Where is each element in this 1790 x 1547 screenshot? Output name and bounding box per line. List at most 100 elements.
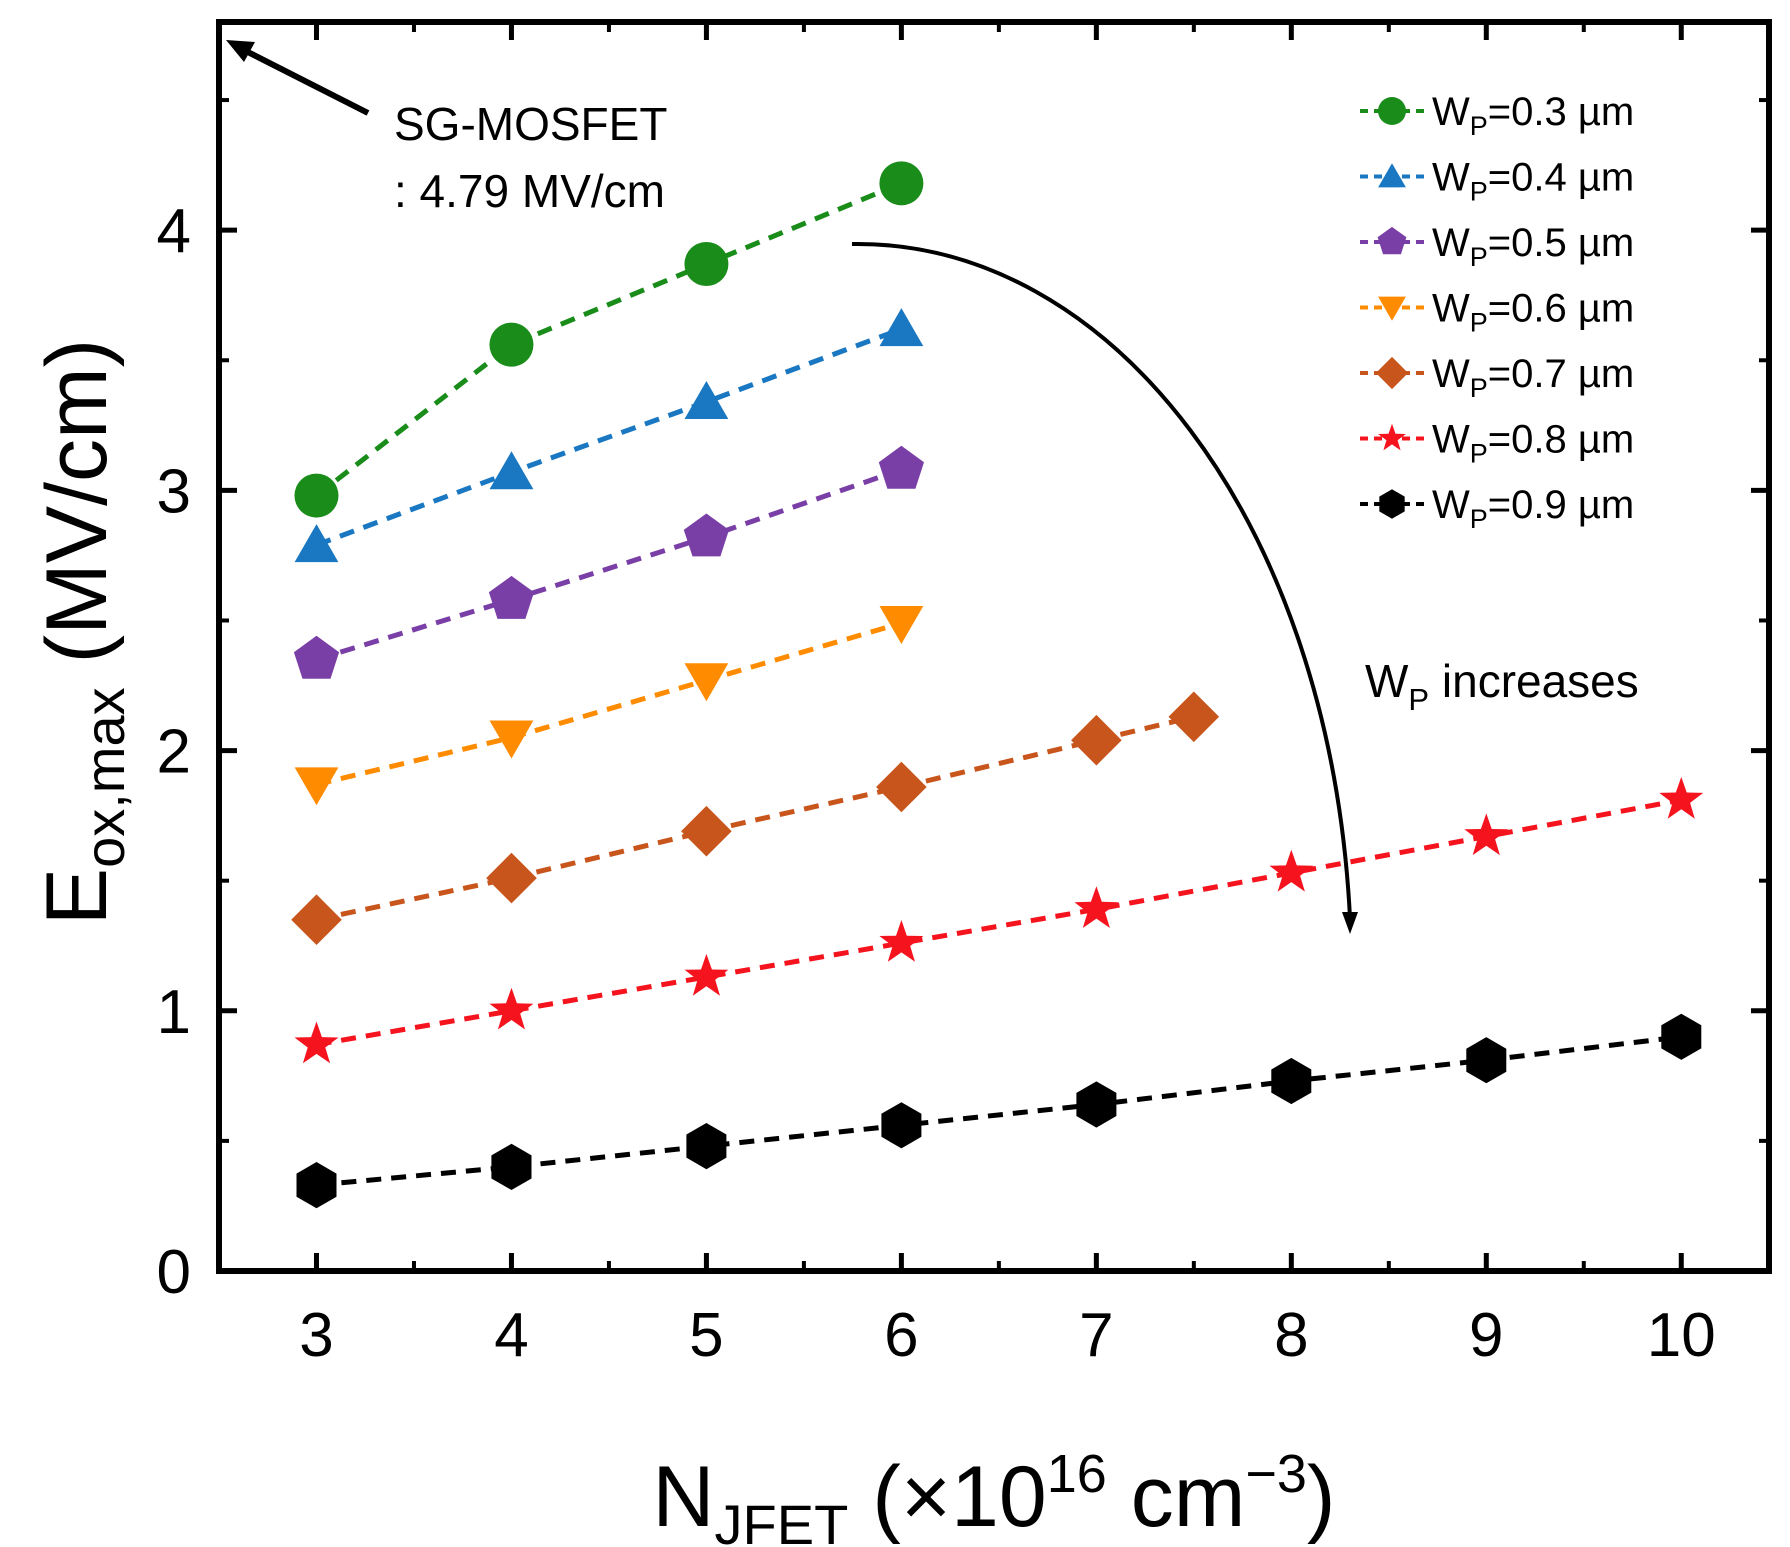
x-title-main: N (652, 1449, 714, 1545)
data-point (1659, 776, 1704, 819)
y-axis-title: Eox,max (MV/cm) (29, 339, 136, 926)
data-point (876, 761, 927, 813)
data-point (1466, 1037, 1507, 1084)
y-title-rest: (MV/cm) (29, 339, 125, 688)
legend-label: WP=0.4 µm (1432, 156, 1634, 207)
data-series (291, 161, 1704, 1209)
data-point (293, 635, 340, 679)
data-point (489, 451, 534, 490)
series-line (315, 326, 903, 548)
series-1 (294, 161, 924, 518)
series-6 (294, 776, 1704, 1064)
data-point (686, 1123, 727, 1170)
data-point (683, 513, 729, 557)
data-point (879, 606, 924, 644)
sg-mosfet-arrow-line (234, 43, 370, 116)
x-tick-label: 3 (299, 1301, 333, 1370)
x-tick-label: 7 (1079, 1301, 1113, 1370)
legend-marker (1379, 489, 1405, 519)
data-point (879, 920, 924, 962)
data-point (294, 524, 339, 563)
legend-marker (1378, 97, 1406, 125)
legend-entry: WP=0.3 µm (1360, 90, 1634, 141)
y-tick-label: 0 (157, 1238, 191, 1307)
data-point (491, 1143, 532, 1190)
data-point (489, 987, 534, 1030)
data-point (1464, 813, 1509, 856)
x-title-unit: cm (1107, 1449, 1246, 1545)
data-point (684, 663, 729, 702)
trend-label-rest: increases (1429, 655, 1639, 707)
trend-curved-arrow (851, 241, 1352, 919)
data-point (684, 241, 729, 286)
data-point (489, 720, 534, 759)
x-tick-label: 10 (1647, 1301, 1716, 1370)
series-line (316, 797, 1682, 1048)
sg-mosfet-arrowhead (226, 40, 255, 62)
x-tick-label: 6 (884, 1301, 918, 1370)
sg-mosfet-value: : 4.79 MV/cm (394, 165, 665, 217)
data-point (879, 161, 924, 206)
y-tick-label: 1 (157, 978, 191, 1047)
data-point (488, 575, 534, 619)
x-title-sub: JFET (715, 1493, 849, 1547)
y-tick-label: 3 (157, 457, 191, 526)
y-title-sub: ox,max (73, 687, 136, 868)
x-tick-label: 5 (689, 1301, 723, 1370)
legend-label: WP=0.5 µm (1432, 221, 1634, 272)
legend-marker (1377, 226, 1407, 255)
legend-entry: WP=0.4 µm (1360, 156, 1634, 207)
data-point (291, 894, 342, 945)
legend-entry: WP=0.9 µm (1360, 483, 1634, 534)
data-point (879, 308, 924, 347)
x-title-sup2: −3 (1245, 1444, 1307, 1504)
data-point (684, 381, 729, 419)
series-4 (294, 606, 924, 806)
legend-entry: WP=0.6 µm (1360, 287, 1634, 338)
data-point (1661, 1013, 1702, 1060)
x-title-close: ) (1307, 1449, 1336, 1545)
annotation-arrows (226, 40, 1358, 934)
legend: WP=0.3 µm WP=0.4 µm WP=0.5 µm WP=0.6 µm WP=0… (1360, 90, 1634, 534)
legend-marker (1375, 356, 1409, 390)
trend-label: WP increases (1365, 655, 1639, 717)
data-point (681, 805, 732, 857)
legend-label: WP=0.9 µm (1432, 483, 1634, 534)
trend-label-sub: P (1408, 682, 1429, 717)
data-point (294, 767, 339, 806)
plot-frame (216, 19, 1772, 1274)
x-tick-label: 9 (1469, 1301, 1503, 1370)
data-point (294, 473, 339, 518)
series-line (314, 180, 903, 498)
series-7 (296, 1013, 1702, 1209)
x-axis-title: NJFET (×1016 cm−3) (652, 1444, 1335, 1547)
data-point (1071, 714, 1122, 766)
series-line (315, 714, 1195, 923)
data-point (486, 852, 537, 904)
legend-label: WP=0.3 µm (1432, 90, 1634, 141)
legend-label: WP=0.6 µm (1432, 287, 1634, 338)
data-point (881, 1102, 922, 1149)
data-point (1269, 849, 1314, 892)
series-line (315, 467, 903, 662)
legend-label: WP=0.7 µm (1432, 352, 1634, 403)
data-point (294, 1021, 339, 1064)
series-3 (293, 445, 924, 679)
legend-marker (1378, 296, 1406, 321)
axis-ticks (219, 22, 1769, 1274)
data-point (1076, 1081, 1117, 1128)
legend-label: WP=0.8 µm (1432, 418, 1634, 469)
tick-labels: 3 4 5 6 7 8 9 10 0 1 2 3 4 (157, 197, 1716, 1370)
data-point (878, 445, 924, 489)
legend-entry: WP=0.5 µm (1360, 221, 1634, 272)
series-2 (294, 308, 924, 563)
sg-mosfet-label: SG-MOSFET (394, 98, 667, 150)
trend-arrowhead (1342, 912, 1358, 934)
x-tick-label: 8 (1274, 1301, 1308, 1370)
data-point (1271, 1057, 1312, 1105)
series-line (316, 1034, 1682, 1188)
legend-entry: WP=0.7 µm (1360, 352, 1634, 403)
data-point (1074, 886, 1119, 928)
legend-marker (1378, 423, 1406, 451)
